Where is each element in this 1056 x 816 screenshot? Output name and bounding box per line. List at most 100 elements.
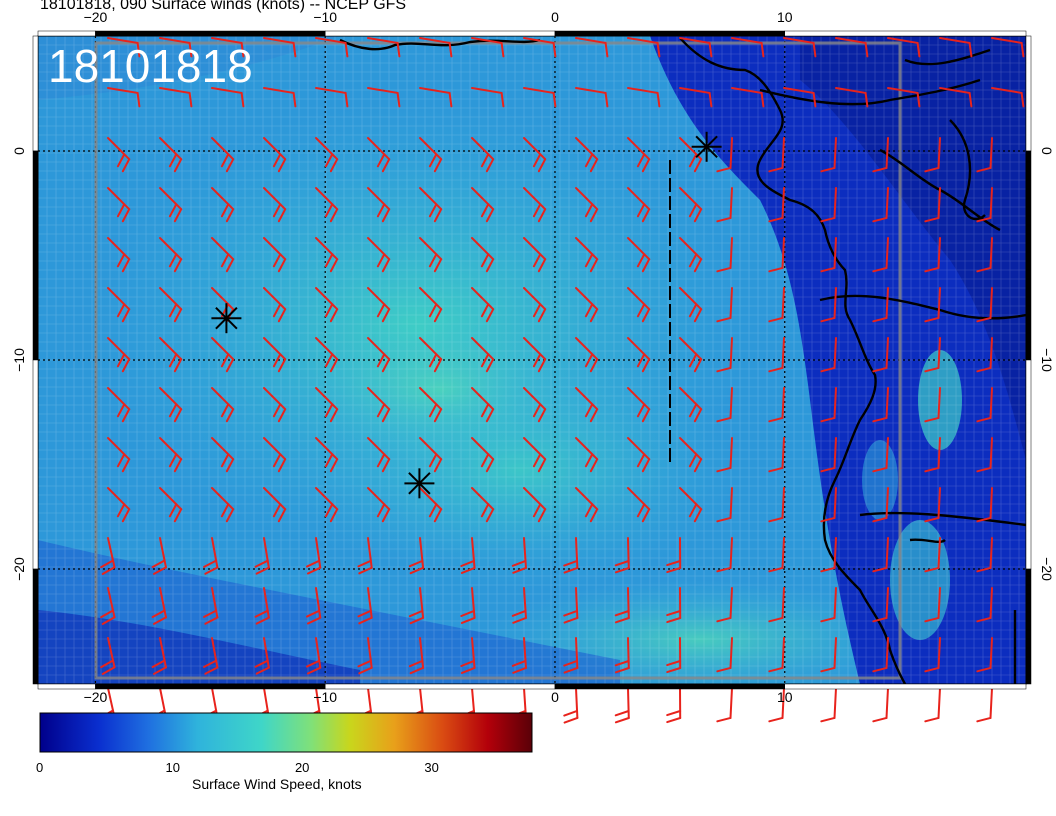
wind-barb xyxy=(305,587,322,625)
wind-barb xyxy=(159,337,183,373)
lat-tick-label-left: 0 xyxy=(11,147,27,155)
wind-barb xyxy=(716,137,733,173)
wind-barb xyxy=(768,187,785,223)
wind-barb xyxy=(924,587,941,623)
wind-barb xyxy=(820,237,837,273)
wind-barb xyxy=(471,87,505,108)
wind-barb xyxy=(872,687,889,723)
lon-tick-label-top: −10 xyxy=(313,9,337,25)
wind-barb xyxy=(976,287,993,323)
wind-barb xyxy=(976,337,993,373)
wind-barb xyxy=(924,487,941,523)
wind-barb xyxy=(627,187,651,223)
wind-barb xyxy=(872,187,889,223)
wind-barb xyxy=(523,187,547,223)
wind-barb xyxy=(107,387,131,423)
wind-barb xyxy=(666,587,682,624)
wind-barb xyxy=(419,137,443,173)
wind-barb xyxy=(716,637,733,673)
wind-barb xyxy=(263,487,287,523)
wind-barb xyxy=(887,87,921,108)
lon-scale-segment-top xyxy=(554,30,785,37)
colorbar-tick-label: 10 xyxy=(165,760,180,775)
wind-barb xyxy=(471,337,495,373)
wind-barb xyxy=(563,687,579,724)
wind-barb xyxy=(254,537,270,575)
wind-barb xyxy=(107,137,131,173)
wind-barb xyxy=(263,187,287,223)
lat-tick-label-right: −10 xyxy=(1039,348,1055,372)
wind-barb xyxy=(976,387,993,423)
wind-barb xyxy=(614,637,630,674)
wind-barb xyxy=(887,37,921,58)
wind-barb xyxy=(511,537,527,574)
wind-barb xyxy=(575,437,599,473)
lat-tick-label-right: −20 xyxy=(1039,557,1055,581)
wind-barb xyxy=(976,187,993,223)
wind-barb xyxy=(872,387,889,423)
wind-barb xyxy=(211,337,235,373)
wind-barb xyxy=(263,37,297,58)
wind-barb xyxy=(575,137,599,173)
wind-barb xyxy=(939,87,973,108)
wind-barb xyxy=(263,237,287,273)
storm-markers xyxy=(211,131,722,499)
storm-marker xyxy=(404,468,435,499)
wind-barb xyxy=(263,337,287,373)
wind-barb xyxy=(203,587,219,625)
wind-barb xyxy=(471,387,495,423)
wind-barb xyxy=(263,437,287,473)
wind-barb xyxy=(627,87,661,108)
wind-barb xyxy=(783,37,817,58)
lon-tick-label-bottom: 10 xyxy=(777,689,793,705)
wind-barb xyxy=(367,437,391,473)
wind-barb xyxy=(716,437,733,473)
wind-barb xyxy=(731,37,765,58)
wind-barb xyxy=(151,537,167,575)
wind-barb xyxy=(211,187,235,223)
lat-tick-label-right: 0 xyxy=(1039,147,1055,155)
lat-tick-label-left: −20 xyxy=(11,557,27,581)
wind-barb xyxy=(768,537,785,573)
wind-barb xyxy=(872,137,889,173)
wind-barb xyxy=(523,487,547,523)
wind-barb xyxy=(523,37,557,58)
wind-barb xyxy=(924,337,941,373)
wind-barb xyxy=(305,637,322,675)
wind-barb xyxy=(419,387,443,423)
lon-scale-segment-bottom xyxy=(784,683,1027,690)
wind-barb xyxy=(315,87,349,108)
wind-barb xyxy=(523,337,547,373)
wind-barb xyxy=(666,637,682,674)
wind-barb xyxy=(976,537,993,573)
wind-barb xyxy=(315,237,339,273)
wind-barb xyxy=(523,87,557,108)
wind-barb xyxy=(367,87,401,108)
wind-barb xyxy=(159,187,183,223)
wind-barb xyxy=(151,587,167,625)
lon-scale-segment-top xyxy=(95,30,326,37)
wind-barb xyxy=(716,487,733,523)
lat-scale-segment-right xyxy=(1025,35,1032,152)
wind-barb xyxy=(563,537,579,574)
wind-barb xyxy=(976,637,993,673)
wind-barb xyxy=(872,637,889,673)
lat-scale-segment-right xyxy=(1025,359,1032,570)
lat-scale-segment-left xyxy=(32,568,39,685)
wind-barb xyxy=(666,687,682,724)
wind-barb xyxy=(211,487,235,523)
wind-barb xyxy=(575,187,599,223)
wind-barb xyxy=(511,637,527,674)
wind-barb xyxy=(357,587,373,625)
wind-barb xyxy=(820,387,837,423)
wind-barb xyxy=(419,337,443,373)
storm-marker xyxy=(691,131,722,162)
wind-barb xyxy=(575,237,599,273)
wind-barb xyxy=(716,537,733,573)
wind-barb xyxy=(627,387,651,423)
wind-barb xyxy=(107,87,141,108)
wind-barb xyxy=(768,587,785,623)
coastline xyxy=(339,37,1026,684)
wind-barb xyxy=(872,537,889,573)
